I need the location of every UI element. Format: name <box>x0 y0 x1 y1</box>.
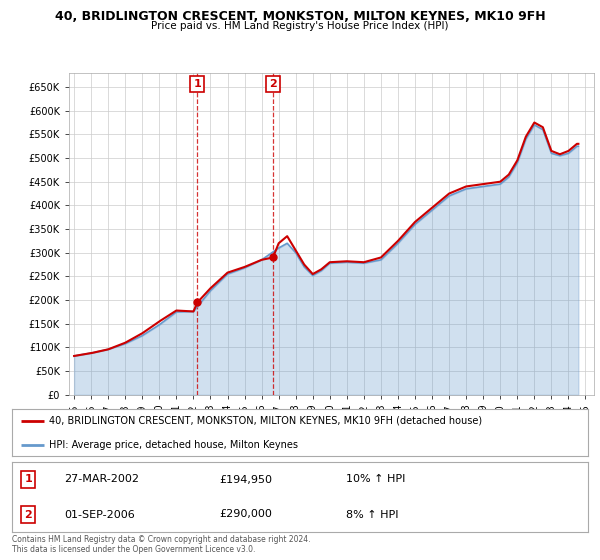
Text: 1: 1 <box>24 474 32 484</box>
Text: This data is licensed under the Open Government Licence v3.0.: This data is licensed under the Open Gov… <box>12 545 256 554</box>
Text: Price paid vs. HM Land Registry's House Price Index (HPI): Price paid vs. HM Land Registry's House … <box>151 21 449 31</box>
Text: Contains HM Land Registry data © Crown copyright and database right 2024.: Contains HM Land Registry data © Crown c… <box>12 535 311 544</box>
Text: £194,950: £194,950 <box>220 474 272 484</box>
Text: 8% ↑ HPI: 8% ↑ HPI <box>346 510 398 520</box>
Text: 01-SEP-2006: 01-SEP-2006 <box>64 510 134 520</box>
Text: £290,000: £290,000 <box>220 510 272 520</box>
Text: 2: 2 <box>24 510 32 520</box>
Text: 2: 2 <box>269 79 277 89</box>
Text: 27-MAR-2002: 27-MAR-2002 <box>64 474 139 484</box>
Text: 40, BRIDLINGTON CRESCENT, MONKSTON, MILTON KEYNES, MK10 9FH (detached house): 40, BRIDLINGTON CRESCENT, MONKSTON, MILT… <box>49 416 482 426</box>
Text: HPI: Average price, detached house, Milton Keynes: HPI: Average price, detached house, Milt… <box>49 440 298 450</box>
Text: 1: 1 <box>193 79 201 89</box>
Text: 40, BRIDLINGTON CRESCENT, MONKSTON, MILTON KEYNES, MK10 9FH: 40, BRIDLINGTON CRESCENT, MONKSTON, MILT… <box>55 10 545 23</box>
Text: 10% ↑ HPI: 10% ↑ HPI <box>346 474 406 484</box>
